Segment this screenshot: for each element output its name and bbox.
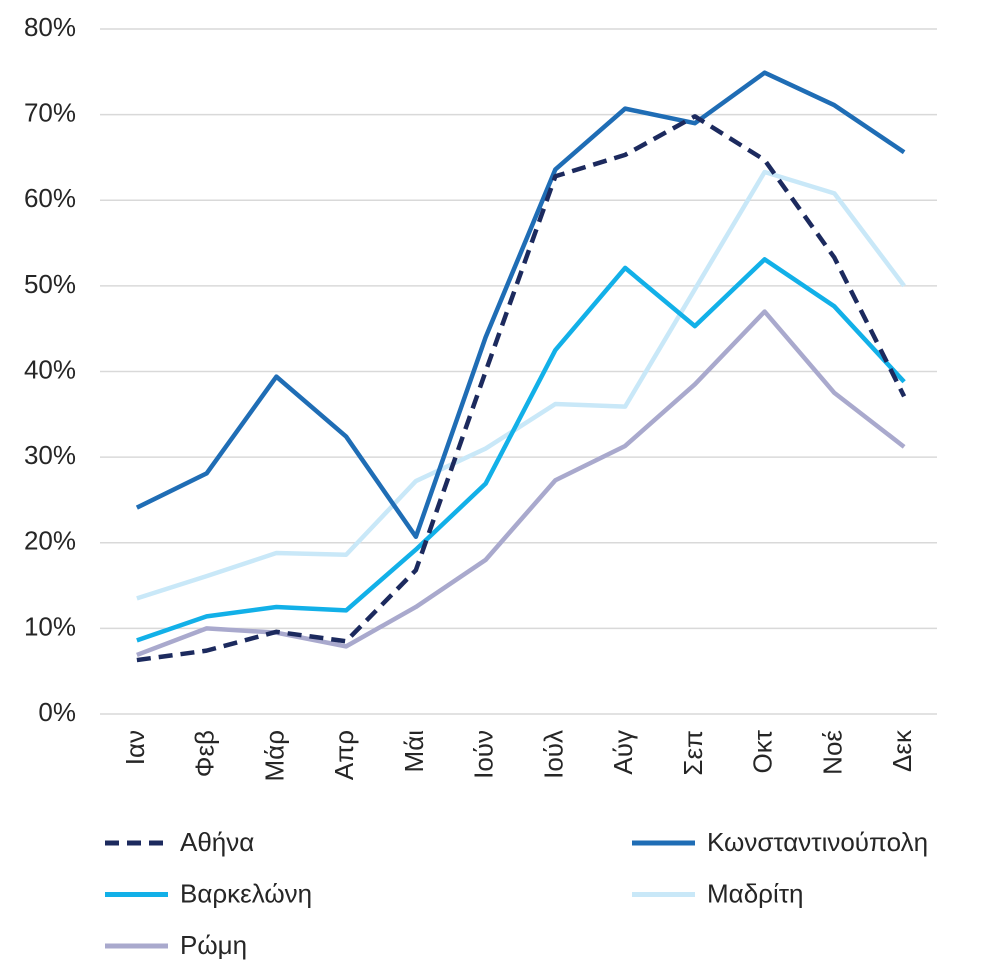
y-tick-label: 70%: [24, 98, 76, 128]
y-tick-label: 40%: [24, 354, 76, 384]
y-tick-label: 0%: [38, 697, 76, 727]
x-tick-label: Ιαν: [120, 730, 150, 765]
legend-label: Μαδρίτη: [707, 878, 803, 908]
y-tick-label: 30%: [24, 440, 76, 470]
x-tick-label: Απρ: [329, 730, 359, 780]
series-line: [136, 309, 906, 658]
legend-label: Βαρκελώνη: [180, 878, 312, 908]
series-line: [135, 70, 906, 540]
x-tick-label: Ιούλ: [538, 730, 568, 779]
legend-label: Ρώμη: [180, 930, 247, 960]
y-tick-label: 50%: [24, 269, 76, 299]
y-tick-label: 20%: [24, 526, 76, 556]
series-line: [136, 114, 907, 663]
x-tick-label: Φεβ: [190, 730, 220, 777]
legend-label: Κωνσταντινούπολη: [707, 827, 928, 857]
x-tick-label: Δεκ: [887, 729, 917, 772]
x-tick-label: Οκτ: [748, 729, 778, 773]
legend-label: Αθήνα: [180, 827, 254, 857]
series-line: [136, 257, 906, 643]
x-tick-label: Νοέ: [817, 730, 847, 775]
x-tick-label: Μάρ: [259, 730, 289, 781]
x-tick-label: Σεπ: [678, 730, 708, 776]
y-tick-label: 60%: [24, 183, 76, 213]
x-tick-label: Ιούν: [469, 730, 499, 779]
x-tick-label: Αύγ: [608, 730, 638, 775]
series-line: [136, 169, 906, 601]
x-tick-label: Μάι: [399, 730, 429, 773]
y-tick-label: 10%: [24, 611, 76, 641]
y-tick-label: 80%: [24, 12, 76, 42]
